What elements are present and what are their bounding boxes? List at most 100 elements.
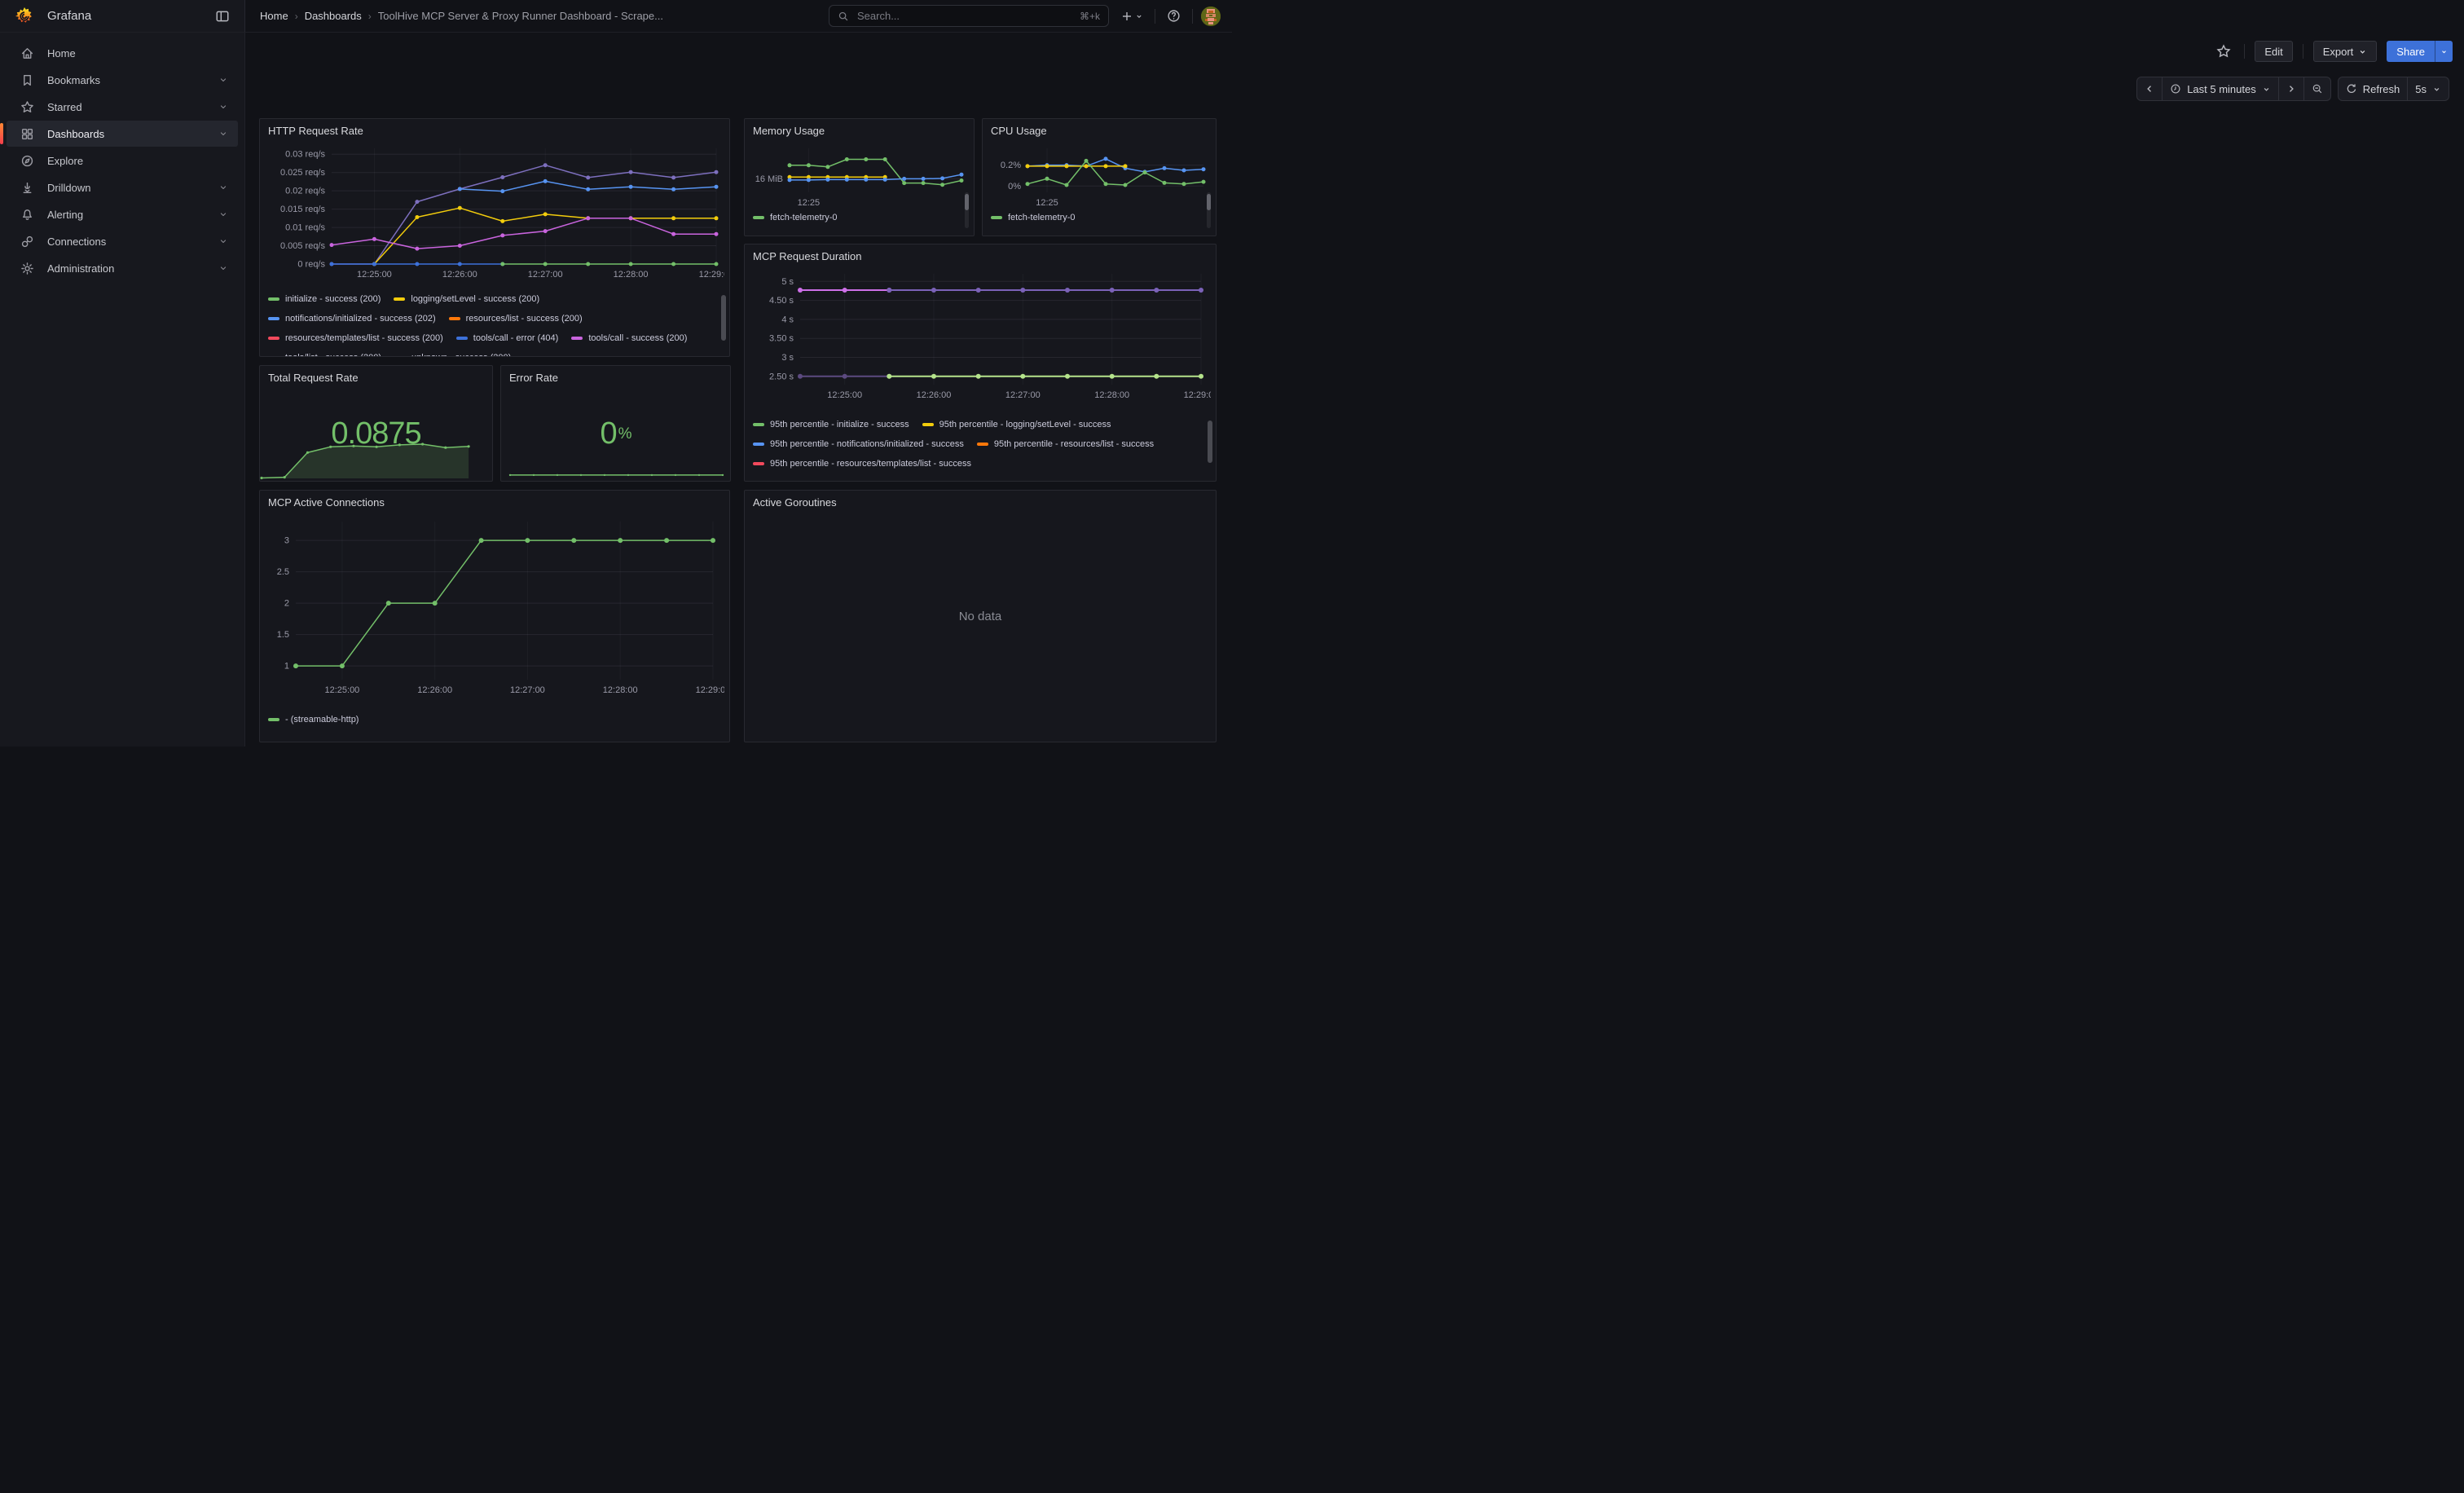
sidebar-item-dashboards[interactable]: Dashboards — [7, 121, 238, 147]
svg-text:1: 1 — [284, 662, 289, 672]
svg-text:2: 2 — [284, 599, 289, 609]
svg-text:12:29:00: 12:29:00 — [696, 685, 724, 695]
svg-text:12:27:00: 12:27:00 — [510, 685, 545, 695]
series-color-swatch — [753, 423, 764, 426]
http-request-rate-chart: 0 req/s0.005 req/s0.01 req/s0.015 req/s0… — [266, 142, 724, 290]
svg-text:12:26:00: 12:26:00 — [442, 270, 477, 280]
series-color-swatch — [991, 216, 1002, 219]
legend-item[interactable]: initialize - success (200) — [268, 293, 381, 305]
drilldown-icon — [20, 181, 34, 195]
legend-item[interactable]: logging/setLevel - success (200) — [394, 293, 539, 305]
legend-item[interactable]: tools/call - success (200) — [571, 333, 687, 344]
series-color-swatch — [268, 337, 279, 340]
help-button[interactable] — [1164, 6, 1184, 26]
zoom-out-button[interactable] — [2304, 77, 2330, 100]
sidebar-item-drilldown[interactable]: Drilldown — [7, 174, 238, 200]
svg-text:12:27:00: 12:27:00 — [1005, 390, 1041, 400]
panel-title[interactable]: Error Rate — [501, 366, 730, 389]
breadcrumb-item[interactable]: Dashboards — [305, 10, 362, 22]
legend-item[interactable]: notifications/initialized - success (202… — [268, 313, 436, 324]
legend-item[interactable]: - (streamable-http) — [268, 714, 359, 725]
sidebar-item-label: Alerting — [47, 209, 205, 221]
breadcrumb-item: ToolHive MCP Server & Proxy Runner Dashb… — [378, 10, 663, 22]
add-new-button[interactable] — [1117, 7, 1146, 26]
home-icon — [20, 46, 34, 60]
sidebar-item-home[interactable]: Home — [7, 40, 238, 66]
svg-text:12:29:00: 12:29:00 — [699, 270, 724, 280]
breadcrumb-separator: › — [295, 11, 298, 22]
legend-item[interactable]: 95th percentile - notifications/initiali… — [753, 438, 964, 450]
star-dashboard-button[interactable] — [2213, 41, 2234, 62]
share-button[interactable]: Share — [2387, 41, 2435, 62]
sidebar-item-label: Starred — [47, 101, 205, 113]
legend-item[interactable]: 95th percentile - resources/templates/li… — [753, 458, 971, 469]
svg-text:12:25:00: 12:25:00 — [827, 390, 862, 400]
panel-http-request-rate: HTTP Request Rate 0 req/s0.005 req/s0.01… — [259, 118, 730, 357]
legend-label: 95th percentile - resources/templates/li… — [770, 458, 971, 469]
export-button[interactable]: Export — [2313, 41, 2378, 62]
legend-scrollbar[interactable] — [1207, 192, 1211, 228]
cpu-usage-chart: 0.2%0%12:25 — [990, 142, 1210, 210]
legend-item[interactable]: resources/list - success (200) — [449, 313, 583, 324]
legend-scrollbar[interactable] — [965, 192, 969, 228]
sidebar-item-administration[interactable]: Administration — [7, 255, 238, 281]
legend-item[interactable]: fetch-telemetry-0 — [753, 212, 838, 223]
sidebar: HomeBookmarks Starred Dashboards Explore Dri… — [0, 33, 245, 746]
series-color-swatch — [977, 443, 988, 446]
svg-text:12:26:00: 12:26:00 — [417, 685, 452, 695]
edit-button[interactable]: Edit — [2255, 41, 2292, 62]
sidebar-item-alerting[interactable]: Alerting — [7, 201, 238, 227]
sidebar-toggle-icon[interactable] — [212, 6, 233, 27]
legend-item[interactable]: 95th percentile - logging/setLevel - suc… — [922, 419, 1111, 430]
time-range-picker[interactable]: Last 5 minutes — [2163, 77, 2279, 100]
legend-item[interactable]: tools/list - success (200) — [268, 352, 381, 357]
sidebar-item-bookmarks[interactable]: Bookmarks — [7, 67, 238, 93]
sidebar-item-label: Explore — [47, 155, 238, 167]
avatar[interactable] — [1201, 7, 1221, 26]
breadcrumb: Home›Dashboards›ToolHive MCP Server & Pr… — [260, 10, 829, 22]
panel-title[interactable]: Total Request Rate — [260, 366, 492, 389]
panel-title[interactable]: HTTP Request Rate — [260, 119, 729, 142]
panel-title[interactable]: MCP Request Duration — [745, 244, 1216, 267]
legend-item[interactable]: fetch-telemetry-0 — [991, 212, 1076, 223]
no-data-message: No data — [745, 491, 1216, 742]
panel-title[interactable]: Memory Usage — [745, 119, 974, 142]
sidebar-item-starred[interactable]: Starred — [7, 94, 238, 120]
legend-item[interactable]: 95th percentile - resources/list - succe… — [977, 438, 1154, 450]
legend-item[interactable]: resources/templates/list - success (200) — [268, 333, 443, 344]
time-shift-back-button[interactable] — [2137, 77, 2163, 100]
legend-item[interactable]: 95th percentile - initialize - success — [753, 419, 909, 430]
time-shift-forward-button[interactable] — [2279, 77, 2304, 100]
legend-label: tools/call - error (404) — [473, 333, 559, 344]
search-input[interactable] — [856, 9, 1073, 23]
sidebar-item-explore[interactable]: Explore — [7, 148, 238, 174]
sidebar-item-connections[interactable]: Connections — [7, 228, 238, 254]
chevron-down-icon — [2262, 85, 2271, 94]
refresh-button[interactable]: Refresh — [2339, 77, 2409, 100]
legend-item[interactable]: unknown - success (200) — [394, 352, 511, 357]
svg-text:0.03 req/s: 0.03 req/s — [285, 150, 325, 160]
grafana-logo — [15, 7, 34, 26]
panel-title[interactable]: MCP Active Connections — [260, 491, 729, 513]
legend-label: 95th percentile - notifications/initiali… — [770, 438, 964, 450]
svg-text:12:25:00: 12:25:00 — [357, 270, 392, 280]
legend-scrollbar[interactable] — [721, 295, 726, 341]
refresh-interval-picker[interactable]: 5s — [2408, 77, 2449, 100]
svg-text:0 req/s: 0 req/s — [297, 260, 325, 270]
breadcrumb-item[interactable]: Home — [260, 10, 288, 22]
legend-label: resources/list - success (200) — [466, 313, 583, 324]
series-color-swatch — [268, 297, 279, 301]
panel-title[interactable]: CPU Usage — [983, 119, 1216, 142]
time-range-group: Last 5 minutes — [2136, 77, 2331, 101]
chevron-down-icon — [218, 236, 228, 246]
chevron-right-icon — [2286, 84, 2296, 94]
sidebar-item-label: Dashboards — [47, 128, 205, 140]
svg-text:12:28:00: 12:28:00 — [614, 270, 649, 280]
share-menu-button[interactable] — [2435, 41, 2453, 62]
svg-text:12:26:00: 12:26:00 — [917, 390, 952, 400]
brand-name: Grafana — [47, 9, 212, 23]
legend-item[interactable]: tools/call - error (404) — [456, 333, 559, 344]
chevron-down-icon — [2432, 85, 2441, 94]
legend-scrollbar[interactable] — [1208, 421, 1212, 463]
search-box[interactable]: ⌘+k — [829, 5, 1109, 27]
